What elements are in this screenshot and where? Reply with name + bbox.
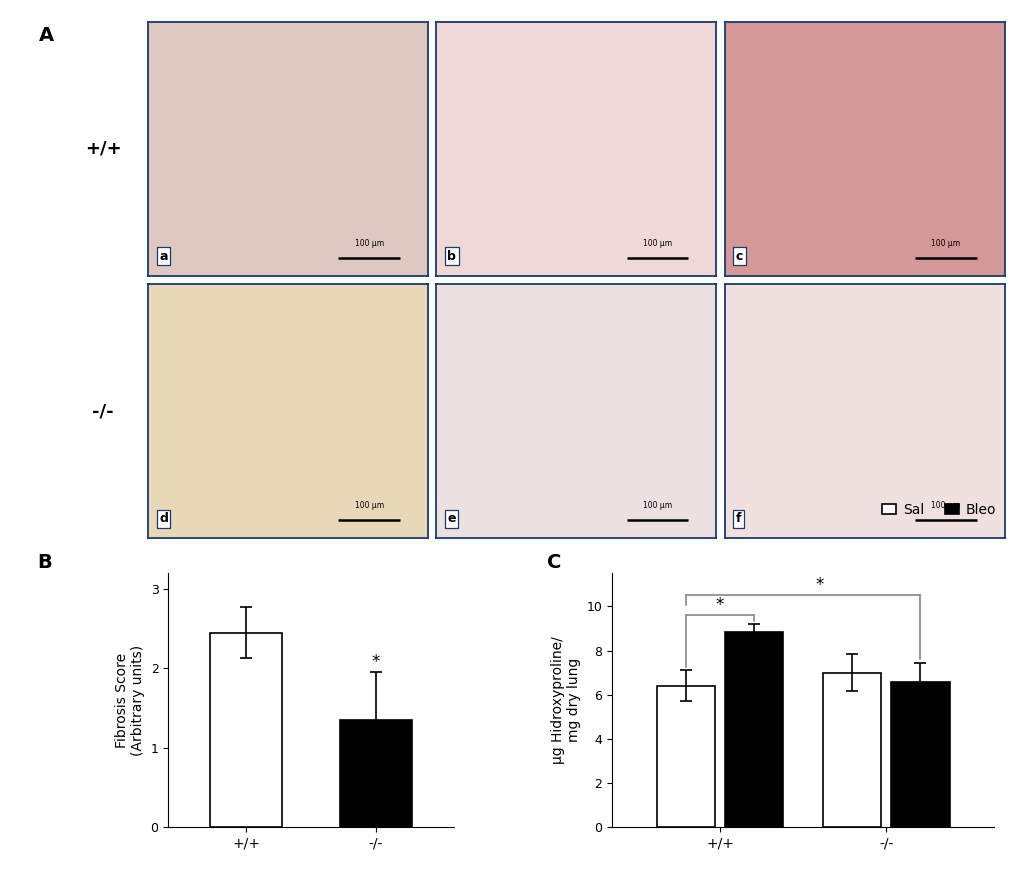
Y-axis label: Fibrosis Score
(Arbitrary units): Fibrosis Score (Arbitrary units): [115, 645, 145, 756]
Text: b: b: [447, 250, 455, 263]
Legend: Sal, Bleo: Sal, Bleo: [876, 498, 1001, 523]
Text: 100 μm: 100 μm: [930, 501, 960, 510]
Y-axis label: μg Hidroxyproline/
mg dry lung: μg Hidroxyproline/ mg dry lung: [550, 637, 580, 764]
Text: -/-: -/-: [93, 402, 114, 420]
Text: *: *: [815, 576, 823, 594]
Bar: [725, 632, 783, 827]
Text: 100 μm: 100 μm: [642, 239, 672, 248]
Bar: [656, 685, 714, 827]
Text: c: c: [735, 250, 743, 263]
Text: f: f: [735, 512, 741, 525]
Text: *: *: [715, 596, 723, 613]
Text: e: e: [447, 512, 455, 525]
Text: 100 μm: 100 μm: [930, 239, 960, 248]
Text: 100 μm: 100 μm: [355, 239, 383, 248]
Text: B: B: [37, 553, 52, 573]
Text: A: A: [40, 26, 54, 45]
Text: d: d: [159, 512, 168, 525]
Text: C: C: [547, 553, 561, 573]
Bar: [891, 683, 949, 827]
Bar: [210, 633, 281, 827]
Text: 100 μm: 100 μm: [355, 501, 383, 510]
Text: *: *: [372, 653, 380, 671]
Text: 100 μm: 100 μm: [642, 501, 672, 510]
Text: +/+: +/+: [85, 140, 121, 158]
Bar: [822, 673, 880, 827]
Text: a: a: [159, 250, 167, 263]
Bar: [340, 720, 412, 827]
